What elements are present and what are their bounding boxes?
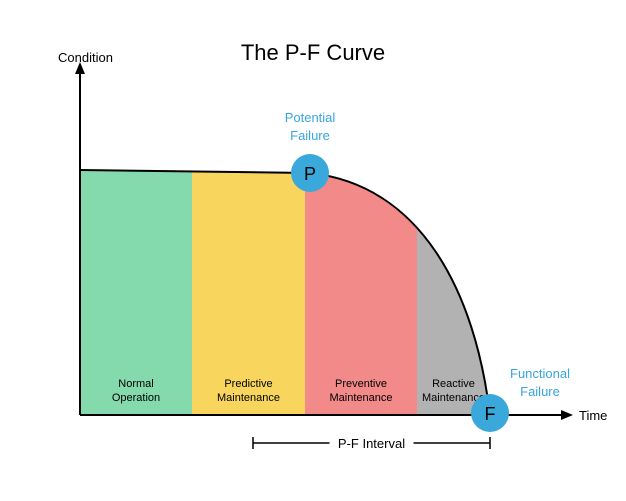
- x-axis-arrow: [561, 410, 573, 420]
- marker-f-letter: F: [485, 404, 496, 424]
- marker-f-label-2: Failure: [520, 384, 560, 399]
- zone-label-2-l1: Preventive: [335, 378, 387, 390]
- marker-f-label-1: Functional: [510, 366, 570, 381]
- marker-p-letter: P: [304, 164, 316, 184]
- chart-title: The P-F Curve: [241, 40, 385, 65]
- zone-label-1-l1: Predictive: [224, 378, 272, 390]
- zone-label-3-l1: Reactive: [432, 378, 475, 390]
- y-axis-label: Condition: [58, 50, 113, 65]
- interval-label: P-F Interval: [338, 436, 405, 451]
- marker-p-label-1: Potential: [285, 110, 336, 125]
- zone-label-2-l2: Maintenance: [330, 392, 393, 404]
- zone-label-0-l1: Normal: [118, 378, 153, 390]
- zone-label-0-l2: Operation: [112, 392, 160, 404]
- pf-curve-diagram: Condition Time The P-F Curve Normal Operatio…: [0, 0, 626, 501]
- x-axis-label: Time: [579, 408, 607, 423]
- zone-label-1-l2: Maintenance: [217, 392, 280, 404]
- marker-p-label-2: Failure: [290, 128, 330, 143]
